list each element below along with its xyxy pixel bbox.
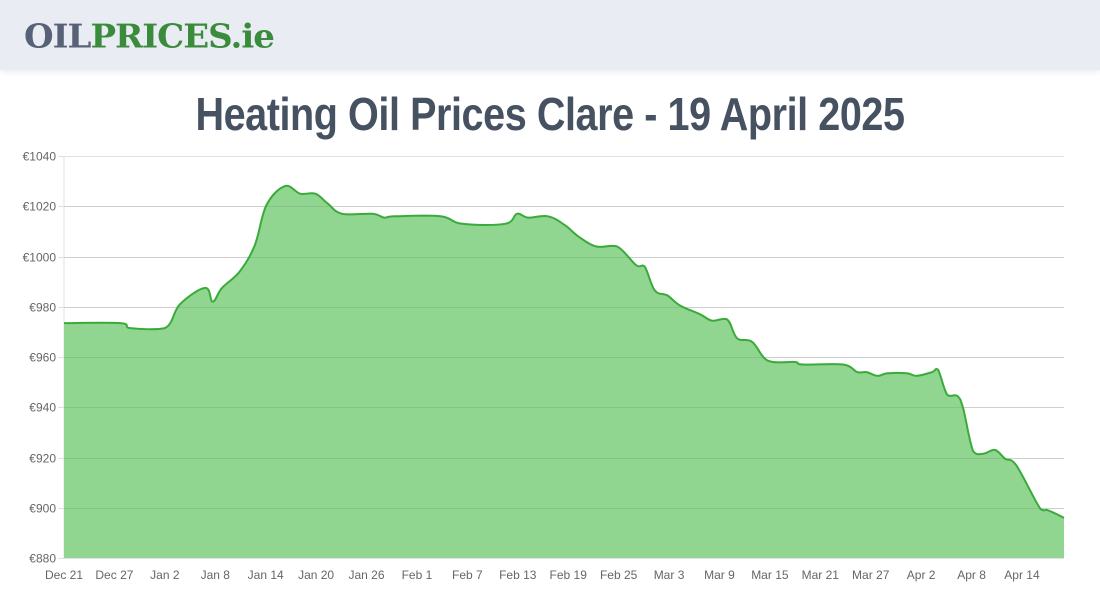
- y-tick-label: €960: [29, 351, 56, 365]
- y-tick-label: €940: [29, 401, 56, 415]
- x-tick-label: Mar 9: [704, 568, 735, 582]
- y-axis: €880 €900 €920 €940 €960 €980 €1000 €1020 €1040: [23, 150, 57, 566]
- x-tick-label: Apr 8: [957, 568, 986, 582]
- x-tick-label: Mar 15: [751, 568, 789, 582]
- x-tick-label: Jan 2: [150, 568, 180, 582]
- x-tick-label: Feb 25: [600, 568, 638, 582]
- y-tick-label: €1040: [23, 150, 57, 164]
- x-tick-label: Jan 26: [349, 568, 385, 582]
- x-tick-label: Feb 1: [402, 568, 433, 582]
- x-tick-label: Feb 7: [452, 568, 483, 582]
- chart-canvas: €880€900€920€940€960€980€1000€1020€1040 …: [23, 150, 1065, 582]
- y-tick-label: €1000: [23, 251, 57, 265]
- x-tick-label: Jan 20: [298, 568, 334, 582]
- x-tick-label: Feb 19: [550, 568, 588, 582]
- x-tick-label: Jan 8: [201, 568, 231, 582]
- x-tick-label: Mar 3: [654, 568, 685, 582]
- x-tick-label: Mar 21: [802, 568, 840, 582]
- x-tick-label: Apr 2: [907, 568, 936, 582]
- site-header: OILPRICES.ie: [0, 0, 1100, 70]
- page-title: Heating Oil Prices Clare - 19 April 2025: [195, 88, 905, 140]
- y-tick-label: €880: [29, 552, 56, 566]
- y-tick-label: €1020: [23, 200, 57, 214]
- x-tick-label: Dec 21: [45, 568, 83, 582]
- x-axis: Dec 21 Dec 27 Jan 2 Jan 8 Jan 14 Jan 20 Jan 26…: [45, 568, 1040, 582]
- y-tick-label: €980: [29, 301, 56, 315]
- x-tick-label: Feb 13: [499, 568, 537, 582]
- price-chart: €880 €900 €920 €940 €960 €980 €1000 €1020 €1040 …: [0, 140, 1100, 600]
- x-tick-label: Mar 27: [852, 568, 890, 582]
- price-area-fill: [64, 185, 1064, 558]
- price-line: [63, 184, 1065, 519]
- site-logo[interactable]: OILPRICES.ie: [24, 18, 275, 56]
- y-tick-label: €900: [29, 502, 56, 516]
- x-tick-label: Dec 27: [95, 568, 133, 582]
- x-tick-label: Jan 14: [248, 568, 284, 582]
- logo-oil-text: OIL: [24, 18, 91, 56]
- logo-prices-text: PRICES: [90, 18, 231, 56]
- logo-tld-text: .ie: [230, 18, 274, 56]
- x-tick-label: Apr 14: [1004, 568, 1040, 582]
- y-tick-label: €920: [29, 452, 56, 466]
